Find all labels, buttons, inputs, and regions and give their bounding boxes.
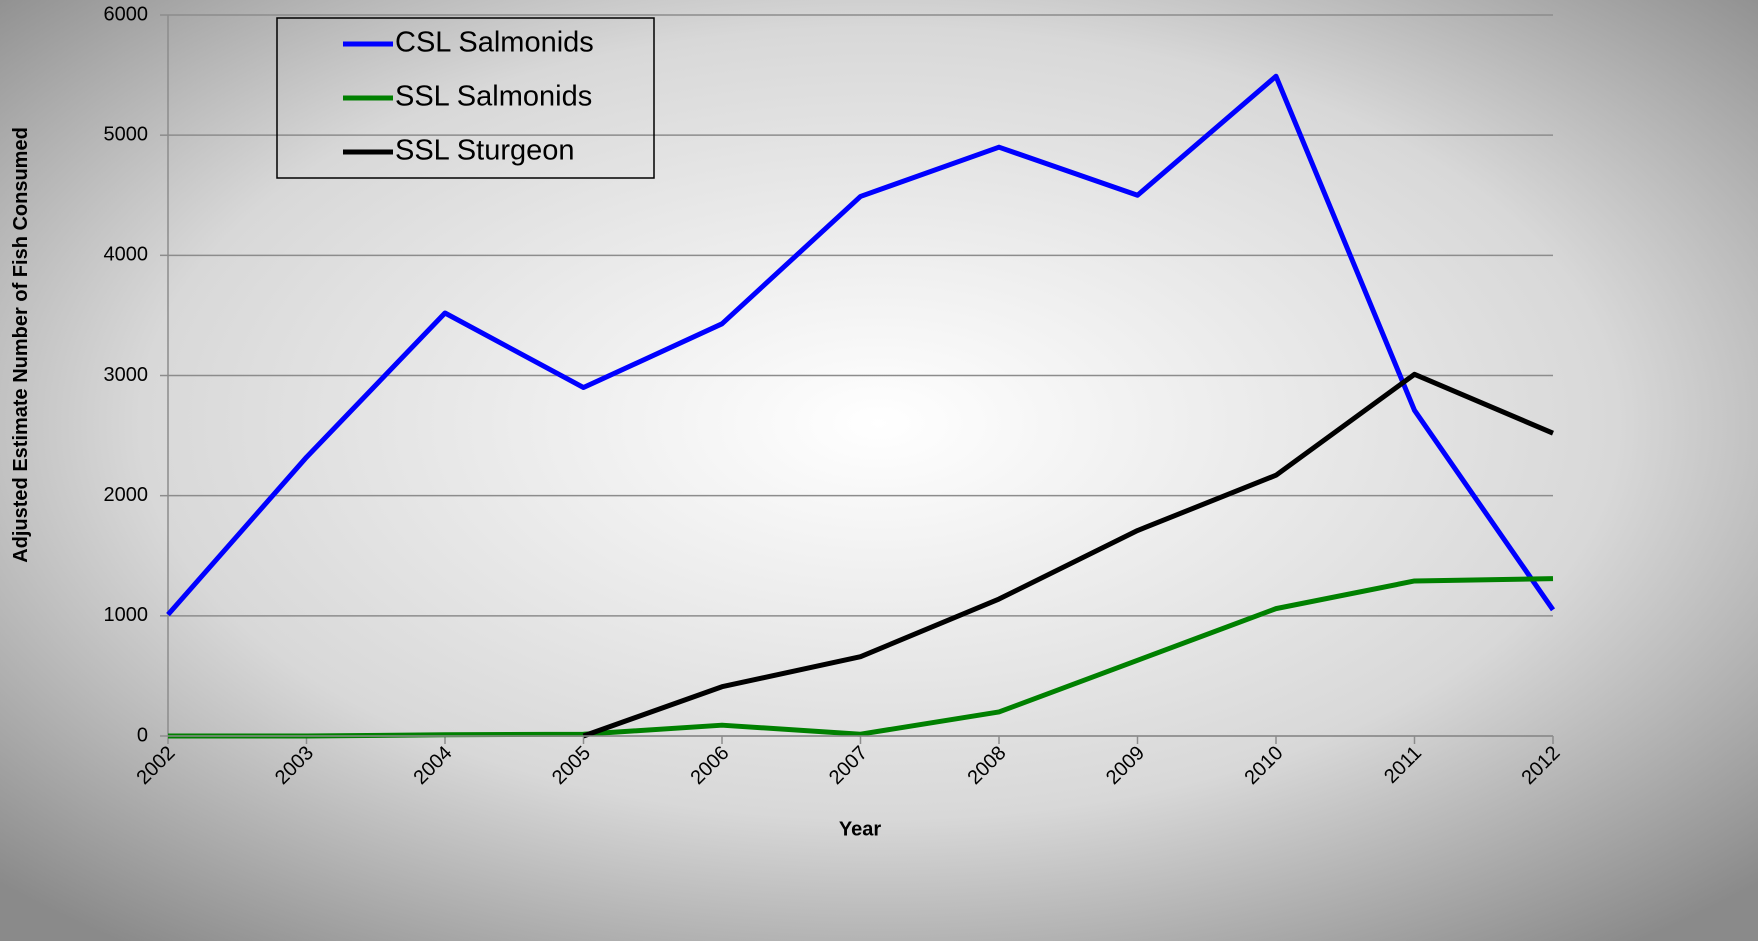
series-line [168, 576, 1554, 739]
legend-label: SSL Salmonids [395, 81, 592, 113]
y-tick-label: 0 [137, 724, 148, 746]
legend-box [276, 17, 655, 179]
y-tick-label: 1000 [104, 604, 149, 626]
series-line [582, 371, 1554, 739]
y-tick-label: 4000 [104, 244, 149, 266]
y-tick-label: 5000 [104, 123, 149, 145]
x-axis-label: Year [839, 818, 881, 840]
y-axis-label: Adjusted Estimate Number of Fish Consume… [10, 127, 32, 563]
y-tick-label: 2000 [104, 484, 149, 506]
legend-label: CSL Salmonids [395, 27, 594, 59]
legend-label: SSL Sturgeon [395, 135, 575, 167]
series-line [166, 73, 1556, 617]
y-tick-label: 6000 [104, 3, 149, 25]
y-tick-label: 3000 [104, 364, 149, 386]
